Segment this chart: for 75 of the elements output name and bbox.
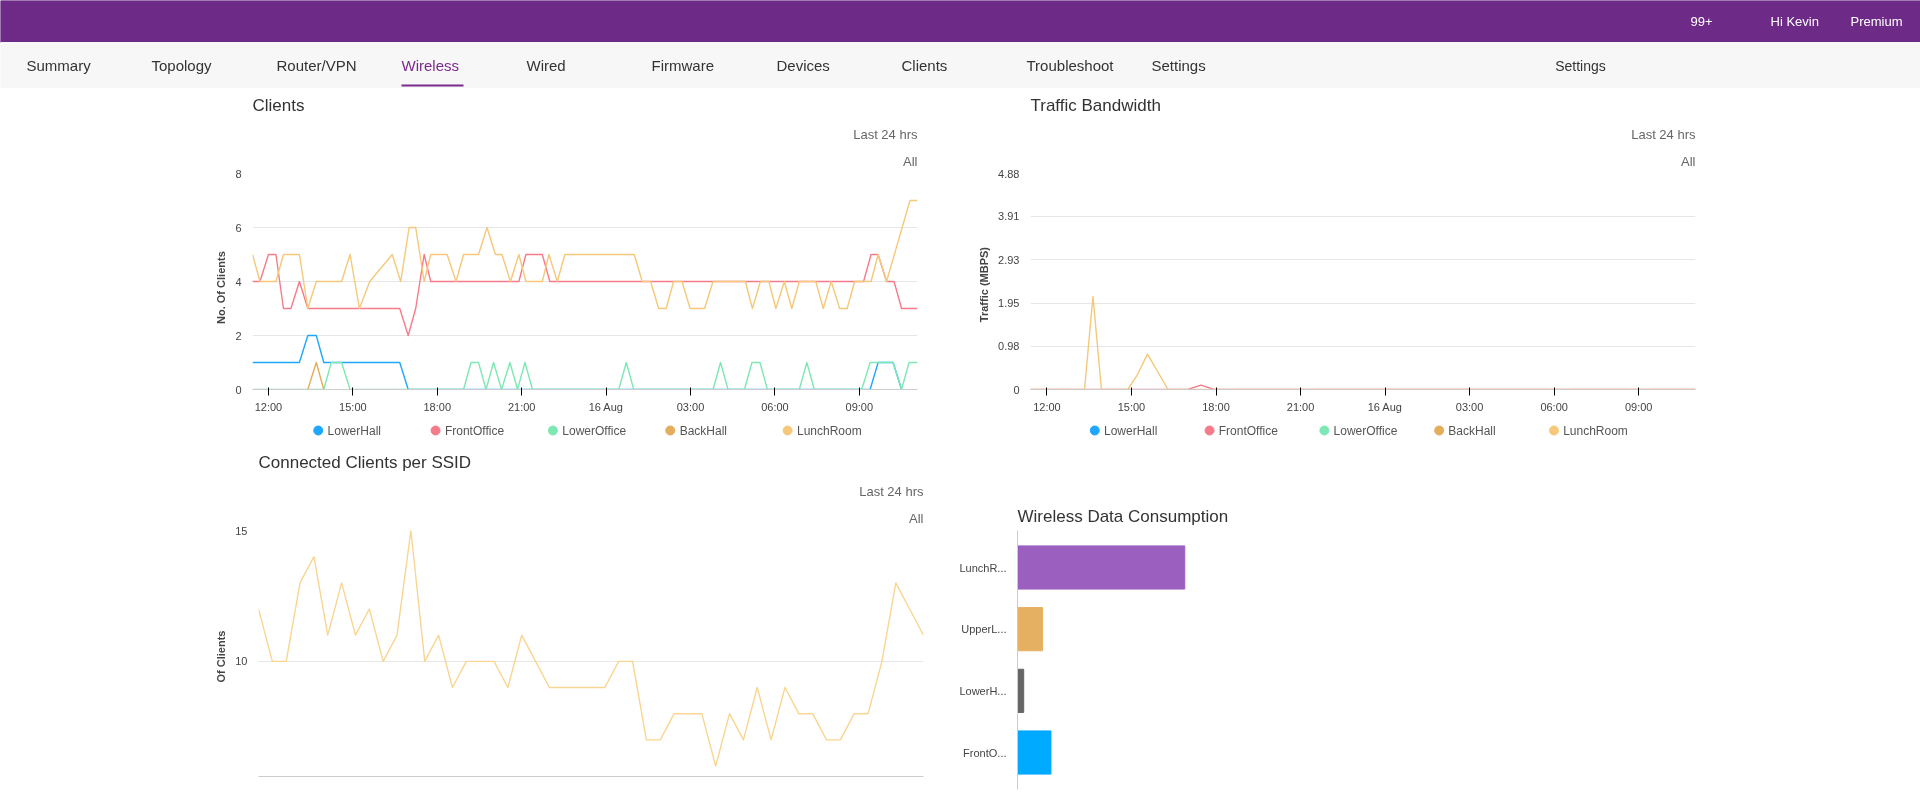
text: Clients [252,95,305,115]
y-tick-label: LunchR... [959,561,1007,574]
y-tick-label: 1.95 [998,297,1020,310]
text: Summary [26,57,92,74]
text: 99+ [1690,14,1713,29]
x-tick-label: 06:00 [1540,400,1568,413]
text: All [903,153,918,169]
legend-label: LowerHall [327,423,381,438]
legend-label: LowerOffice [562,423,627,438]
x-tick-label: 21:00 [1286,400,1315,413]
x-tick-label: 12:00 [1033,400,1061,413]
bar [1017,607,1044,652]
text: All [1681,153,1696,169]
chart-title: Connected Clients per SSID [258,452,472,472]
text: Devices [776,57,830,74]
text: Wired [526,57,566,74]
line-series [258,530,924,767]
x-tick-label: 03:00 [676,400,705,413]
y-tick-label: 0 [235,383,242,396]
text: Router/VPN [276,57,357,74]
y-tick-label: 4 [235,275,242,288]
y-axis-title: Traffic (MBPS) [978,246,991,323]
y-tick-label: 2 [235,329,242,342]
text: All [909,510,924,526]
y-axis-title: Of Clients [215,630,228,683]
y-tick-label: FrontO... [963,746,1007,759]
x-tick-label: 18:00 [1202,400,1230,413]
text: Wireless [401,57,460,74]
legend-label: BackHall [1448,423,1496,438]
y-tick-label: 10 [235,655,248,668]
y-tick-label: 8 [235,167,242,180]
x-tick-label: 15:00 [339,400,367,413]
y-axis-title: No. Of Clients [215,251,228,324]
legend-label: LowerOffice [1333,423,1398,438]
text: Settings [1555,57,1606,74]
text: Troubleshoot [1026,57,1115,74]
y-tick-label: UpperL... [961,623,1007,636]
y-tick-label: 6 [235,221,242,234]
legend-label: FrontOffice [444,423,505,438]
y-tick-label: 2.93 [998,253,1020,266]
legend-label: LowerHall [1103,423,1158,438]
text: Firmware [651,57,714,74]
text: Last 24 hrs [859,483,924,499]
y-tick-label: 15 [235,524,248,537]
y-tick-label: 0 [1013,383,1020,396]
chart-title: Clients [901,57,948,74]
legend-label: FrontOffice [1218,423,1279,438]
text: Settings [1151,57,1206,74]
x-tick-label: 12:00 [254,400,283,413]
y-tick-label: 4.88 [998,167,1020,180]
text: Premium [1850,14,1903,29]
chart-title: Wireless Data Consumption [1017,506,1229,526]
x-tick-label: 03:00 [1455,400,1484,413]
legend-label: LunchRoom [1563,423,1628,438]
x-tick-label: 06:00 [761,400,789,413]
x-tick-label: 18:00 [423,400,452,413]
y-tick-label: 0.98 [998,340,1020,353]
bar [1017,730,1052,775]
text: Topology [151,57,213,74]
bar [1017,668,1025,713]
x-tick-label: 15:00 [1117,400,1146,413]
x-tick-label: 09:00 [1624,400,1653,413]
legend-label: LunchRoom [796,423,862,438]
text: Last 24 hrs [1631,126,1696,142]
x-tick-label: 16 Aug [1367,400,1402,413]
text: Hi Kevin [1770,14,1819,29]
y-tick-label: 3.91 [998,210,1020,223]
x-tick-label: 21:00 [507,400,536,413]
legend-label: BackHall [679,423,727,438]
bar [1017,545,1186,590]
x-tick-label: 16 Aug [588,400,623,413]
chart-title: Traffic Bandwidth [1030,95,1161,115]
y-tick-label: LowerH... [959,684,1007,697]
text: Last 24 hrs [853,126,918,142]
x-tick-label: 09:00 [845,400,874,413]
